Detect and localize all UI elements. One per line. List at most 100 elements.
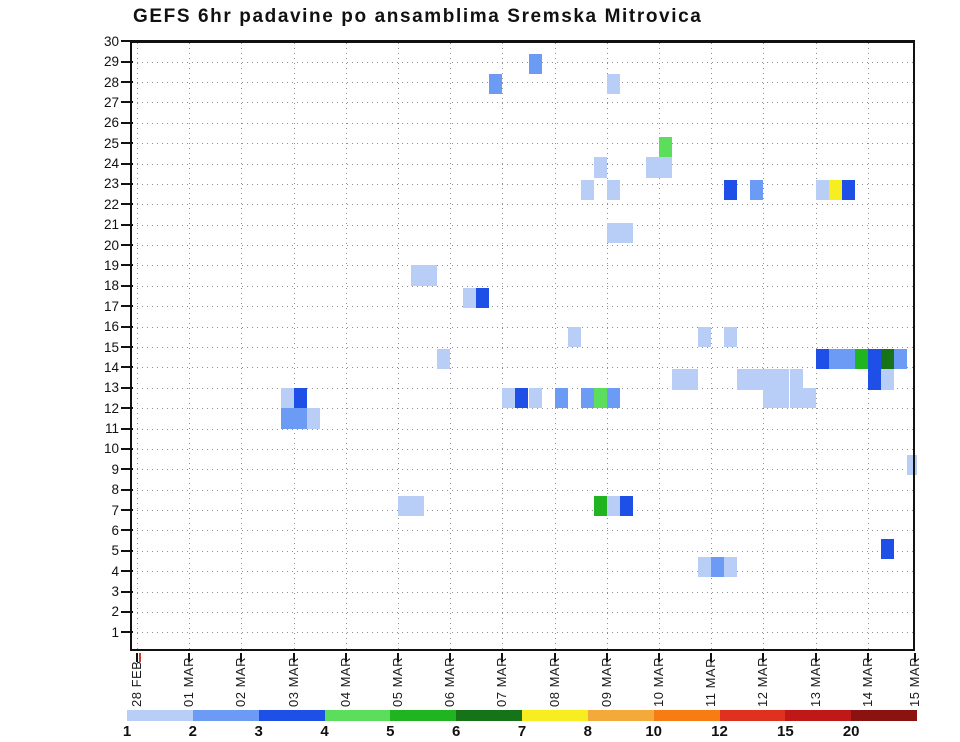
h-gridline <box>132 285 916 287</box>
y-tick <box>121 468 133 471</box>
heatmap-cell <box>280 408 294 429</box>
x-tick <box>605 653 608 662</box>
colorbar-segment <box>127 710 194 721</box>
h-gridline <box>132 143 916 145</box>
heatmap-cell <box>424 265 438 286</box>
h-gridline <box>132 408 916 410</box>
y-tick <box>121 447 133 450</box>
y-tick-label: 5 <box>111 543 119 559</box>
y-tick-label: 16 <box>103 319 119 335</box>
h-gridline <box>132 245 916 247</box>
y-tick-label: 22 <box>103 196 119 212</box>
heatmap-cell <box>841 349 855 370</box>
h-gridline <box>132 122 916 124</box>
x-tick-label: 15 MAR <box>907 657 922 707</box>
v-gridline <box>815 43 817 651</box>
heatmap-cell <box>593 387 607 409</box>
x-tick-label: 08 MAR <box>546 657 562 707</box>
v-gridline <box>867 43 869 651</box>
x-tick-label: 01 MAR <box>181 657 197 707</box>
colorbar-label: 12 <box>711 723 728 740</box>
y-tick <box>121 244 133 247</box>
y-tick-label: 19 <box>103 257 119 273</box>
v-gridline <box>137 43 138 651</box>
heatmap-cell <box>828 179 842 201</box>
y-tick-label: 15 <box>103 339 119 355</box>
h-gridline <box>132 611 916 613</box>
h-gridline <box>132 448 916 450</box>
colorbar-label: 2 <box>188 723 197 740</box>
colorbar-label: 6 <box>451 723 461 740</box>
heatmap-cell <box>489 73 503 95</box>
heatmap-cell <box>880 349 894 370</box>
x-tick <box>292 653 295 662</box>
heatmap-cell <box>606 387 620 409</box>
heatmap-cell <box>645 157 659 178</box>
colorbar-label: 4 <box>320 723 329 740</box>
heatmap-cell <box>606 495 620 517</box>
x-tick <box>710 653 713 662</box>
x-tick-label: 09 MAR <box>598 657 614 707</box>
heatmap-cell <box>580 179 594 201</box>
heatmap-cell <box>750 179 764 201</box>
heatmap-cell <box>776 369 790 390</box>
y-tick-label: 8 <box>111 482 119 498</box>
heatmap-cell <box>763 387 777 409</box>
heatmap-cell <box>528 387 542 409</box>
heatmap-cell <box>606 73 620 95</box>
heatmap-cell <box>789 387 803 409</box>
x-tick-label: 07 MAR <box>494 657 510 707</box>
x-tick <box>449 653 452 662</box>
h-gridline <box>132 632 916 634</box>
x-tick-label: 10 MAR <box>651 657 666 707</box>
y-tick <box>121 325 133 328</box>
y-tick <box>121 305 133 308</box>
heatmap-cell <box>306 408 320 429</box>
x-tick-label: 06 MAR <box>442 657 458 707</box>
h-gridline <box>132 510 916 512</box>
h-gridline <box>132 82 916 84</box>
y-tick <box>121 182 133 185</box>
y-tick-label: 3 <box>111 584 119 600</box>
heatmap-cell <box>906 455 917 476</box>
y-tick-label: 27 <box>103 94 119 110</box>
y-tick <box>121 346 133 348</box>
y-tick <box>121 570 133 573</box>
h-gridline <box>132 163 916 165</box>
colorbar-label: 5 <box>386 723 395 740</box>
heatmap-cell <box>880 369 894 390</box>
heatmap-cell <box>567 326 581 347</box>
colorbar-segment <box>851 710 918 721</box>
y-tick-label: 13 <box>103 380 119 396</box>
heatmap-cell <box>593 495 607 517</box>
x-tick-label: 14 MAR <box>859 657 875 707</box>
x-tick-label: 12 MAR <box>755 657 771 707</box>
v-gridline <box>554 43 556 651</box>
y-tick <box>121 121 133 124</box>
colorbar-segment <box>192 710 260 721</box>
heatmap-cell <box>411 495 425 517</box>
heatmap-cell <box>802 387 816 409</box>
x-tick-label: 28 FEB <box>129 660 144 707</box>
v-gridline <box>763 43 765 651</box>
h-gridline <box>132 204 916 206</box>
heatmap-cell <box>280 387 294 409</box>
heatmap-cell <box>398 495 412 517</box>
h-gridline <box>132 306 916 308</box>
h-gridline <box>132 265 916 267</box>
x-tick <box>344 653 347 662</box>
y-tick-label: 23 <box>103 176 119 192</box>
h-gridline <box>132 183 916 185</box>
v-gridline <box>606 43 608 651</box>
y-tick <box>121 407 133 410</box>
heatmap-cell <box>841 179 855 201</box>
heatmap-cell <box>515 387 529 409</box>
heatmap-cell <box>815 179 829 201</box>
heatmap-cell <box>293 387 307 409</box>
y-tick <box>121 549 133 552</box>
heatmap-cell <box>528 53 542 74</box>
y-tick <box>121 590 133 593</box>
chart-title: GEFS 6hr padavine po ansamblima Sremska … <box>133 6 703 27</box>
colorbar-segment <box>653 710 720 721</box>
x-tick <box>553 653 556 662</box>
